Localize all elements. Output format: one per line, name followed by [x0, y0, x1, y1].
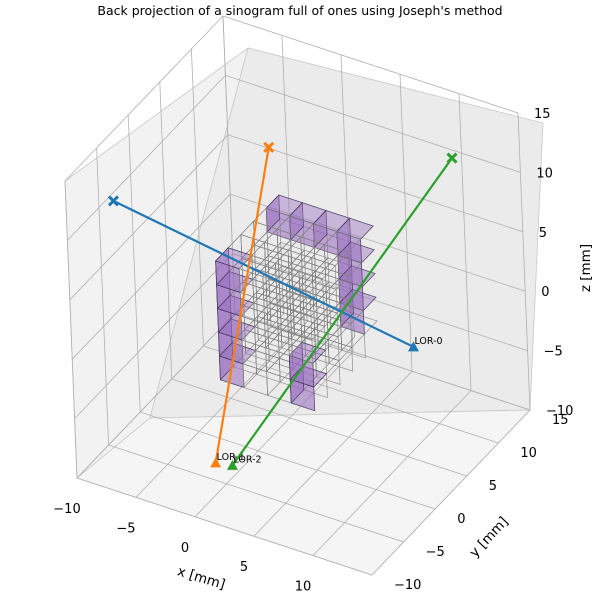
lor-end-marker-1 [210, 457, 222, 468]
grid-z-back [225, 75, 521, 173]
grid-z-left [74, 253, 233, 419]
grid-z-left [67, 75, 226, 241]
grid-y-left [64, 180, 78, 479]
lor-end-marker-2 [226, 459, 238, 470]
y-tick-label: 10 [520, 446, 537, 461]
grid-z-left [71, 193, 231, 360]
grid-x-back [281, 35, 295, 333]
x-tick-label: −5 [116, 521, 135, 536]
grid-y-left [159, 81, 173, 380]
grid-z-back [222, 15, 519, 114]
z-axis-label: z [mm] [578, 244, 594, 292]
grid-y-floor [234, 312, 531, 411]
y-tick-label: 5 [489, 479, 497, 494]
lor-label-1: LOR-1 [217, 452, 245, 463]
x-tick-label: 10 [295, 580, 312, 595]
grid-y-left [127, 114, 141, 413]
y-tick-label: 0 [457, 512, 465, 527]
pane-floor [76, 409, 531, 576]
x-tick-label: −10 [53, 502, 80, 517]
y-tick-label: 15 [552, 413, 569, 428]
grid-y-floor [203, 345, 499, 444]
lor-start-marker-2 [446, 152, 458, 164]
y-tick-label: −5 [426, 545, 445, 560]
lor-line-2 [231, 157, 453, 466]
grid-z-left [64, 15, 224, 182]
y-tick-label: −10 [394, 578, 421, 593]
grid-x-floor [312, 390, 472, 556]
grid-y-floor [140, 411, 436, 510]
empty-voxel-edge [285, 270, 324, 293]
lor-label-2: LOR-2 [233, 454, 261, 465]
lor-line-0 [112, 199, 414, 348]
grid-y-floor [108, 444, 404, 543]
lor-start-marker-1 [263, 141, 275, 153]
z-tick-label: 15 [534, 107, 551, 122]
lor-label-0: LOR-0 [414, 336, 442, 347]
z-tick-label: −5 [544, 345, 563, 360]
grid-x-back [458, 93, 472, 391]
grid-x-floor [135, 332, 295, 498]
lor-start-marker-0 [107, 195, 120, 207]
lor-end-marker-0 [407, 341, 419, 352]
grid-z-back [227, 134, 523, 233]
lor-line-1 [214, 147, 270, 464]
x-tick-label: 0 [181, 541, 189, 556]
z-tick-label: 10 [536, 166, 553, 181]
x-tick-label: 5 [240, 560, 248, 575]
grid-y-floor [76, 477, 373, 576]
z-tick-label: −10 [546, 404, 573, 419]
voxel-layer [214, 194, 378, 412]
grid-y-left [191, 48, 204, 347]
z-tick-label: 0 [541, 285, 549, 300]
grid-y-left [222, 15, 236, 314]
grid-z-left [76, 312, 236, 479]
grid-y-left [96, 147, 109, 446]
z-tick-label: 5 [539, 226, 547, 241]
grid-y-floor [171, 378, 467, 477]
y-axis-label: y [mm] [466, 514, 511, 561]
grid-x-floor [371, 409, 531, 576]
chart-title: Back projection of a sinogram full of on… [97, 3, 502, 18]
x-axis-label: x [mm] [175, 563, 227, 593]
grid-x-floor [253, 370, 413, 537]
grid-x-back [517, 112, 531, 411]
